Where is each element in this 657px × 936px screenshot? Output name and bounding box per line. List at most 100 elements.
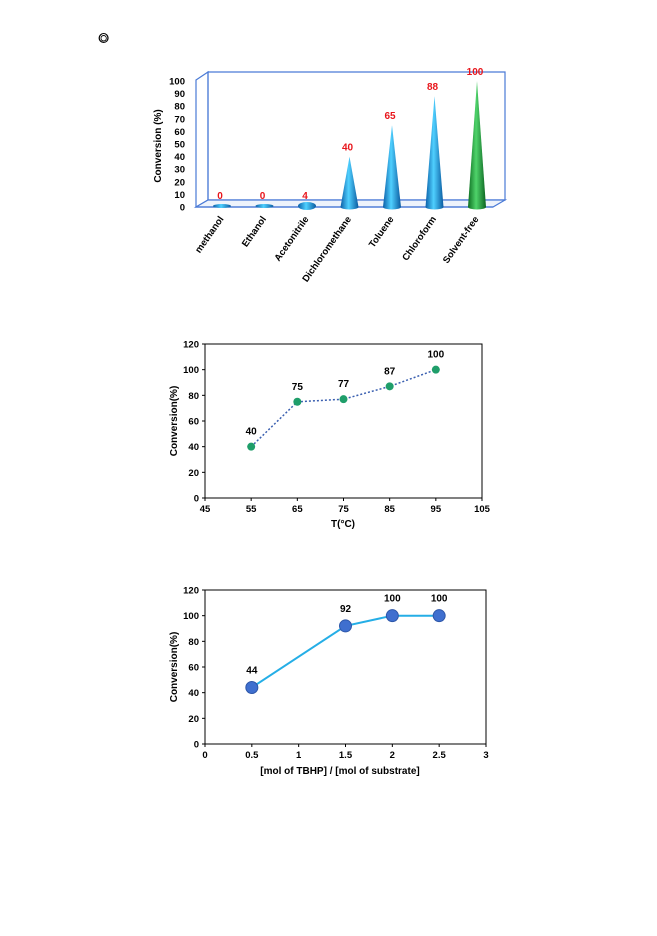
chart1-side-wall — [195, 70, 209, 209]
chart3-x-tick-label: 1.5 — [339, 750, 353, 761]
chart1-x-tick-label: Toluene — [367, 214, 396, 250]
chart1-cone-base — [425, 204, 444, 210]
chart2-data-point — [247, 442, 256, 451]
chart1-data-label: 100 — [467, 67, 484, 78]
chart2-y-tick-label: 40 — [188, 442, 199, 453]
chart1-x-tick-label: Solvent-free — [441, 214, 482, 265]
chart1-y-tick-label: 20 — [174, 177, 185, 188]
chart3-x-tick-label: 0 — [202, 750, 207, 761]
chart3-x-tick-label: 3 — [483, 750, 488, 761]
chart2-data-point — [431, 365, 440, 374]
chart1-y-tick-label: 60 — [174, 127, 185, 138]
chart1-y-tick-label: 80 — [174, 102, 185, 113]
chart1-y-tick-label: 0 — [180, 203, 185, 214]
chart1-cone — [383, 125, 401, 207]
chart1-cone — [468, 81, 486, 207]
chart1-x-tick-label: methanol — [193, 214, 226, 255]
chart1-y-tick-label: 50 — [174, 140, 185, 151]
chart1-y-axis-title: Conversion (%) — [153, 109, 164, 182]
temperature-line-chart: 0 20 40 60 80 100 120 45 55 65 75 85 95 105 40 75 77 87… — [169, 340, 491, 531]
chart3-y-tick-label: 40 — [188, 688, 199, 699]
chart1-cone — [340, 156, 359, 207]
chart1-cone-base — [340, 204, 359, 210]
chart2-x-tick-label: 95 — [431, 504, 442, 515]
chart3-y-ticks: 0 20 40 60 80 100 120 — [183, 586, 205, 751]
chart3-data-point — [432, 609, 446, 623]
chart1-cone-base — [468, 204, 486, 210]
chart2-data-point — [293, 397, 302, 406]
chart3-x-tick-label: 1 — [296, 750, 302, 761]
chart3-y-tick-label: 60 — [188, 663, 199, 674]
chart3-y-axis-title: Conversion(%) — [169, 632, 180, 703]
chart1-data-label: 0 — [217, 191, 223, 202]
chart2-data-point — [339, 395, 348, 404]
chart2-x-tick-label: 75 — [338, 504, 349, 515]
chart3-y-tick-label: 120 — [183, 586, 199, 597]
chart2-data-label: 77 — [338, 379, 350, 390]
chart1-x-ticks: methanol Ethanol AcetonitrileDichlorometha… — [193, 214, 481, 284]
chart3-y-tick-label: 80 — [188, 637, 199, 648]
chart3-x-tick-label: 2.5 — [433, 750, 447, 761]
chart1-data-labels: 0 0 4 40 65 88 100 — [217, 67, 484, 202]
chart3-y-tick-label: 100 — [183, 611, 199, 622]
chart1-back-wall — [207, 71, 506, 201]
chart1-y-tick-label: 90 — [174, 89, 185, 100]
chart2-x-tick-label: 45 — [200, 504, 211, 515]
chart1-cone — [213, 204, 231, 208]
chart2-y-tick-label: 100 — [183, 365, 199, 376]
chart1-y-tick-label: 70 — [174, 114, 185, 125]
chart1-data-label: 65 — [384, 111, 396, 122]
chart1-data-label: 0 — [260, 191, 266, 202]
chart1-y-tick-label: 30 — [174, 165, 185, 176]
chart3-x-tick-label: 0.5 — [245, 750, 259, 761]
chart3-data-point — [339, 619, 352, 633]
chart2-x-tick-label: 85 — [384, 504, 395, 515]
chart1-cone — [298, 201, 316, 211]
chart1-cone — [255, 204, 274, 208]
chart2-data-label: 87 — [384, 366, 396, 377]
chart2-data-labels: 40 75 77 87 100 — [246, 350, 445, 438]
chart2-data-label: 75 — [292, 382, 304, 393]
chart1-data-label: 4 — [302, 191, 308, 202]
chart2-y-tick-label: 0 — [194, 494, 199, 505]
chart3-x-ticks: 0 0.5 1 1.5 2 2.5 3 — [202, 744, 489, 761]
chart1-y-tick-label: 10 — [174, 190, 185, 201]
chart1-cone — [425, 96, 444, 207]
chart3-data-label: 92 — [340, 604, 352, 615]
chart3-data-point — [385, 609, 399, 623]
chart2-data-point — [385, 382, 394, 391]
header-symbol: ⭗ — [98, 31, 110, 47]
chart2-data-label: 40 — [246, 427, 258, 438]
chart2-y-ticks: 0 20 40 60 80 100 120 — [183, 340, 205, 505]
chart1-y-tick-label: 40 — [174, 152, 185, 163]
chart2-y-axis-title: Conversion(%) — [169, 386, 180, 457]
chart1-y-tick-label: 100 — [169, 77, 185, 88]
chart3-points — [245, 609, 446, 695]
chart2-y-tick-label: 20 — [188, 468, 199, 479]
chart1-x-tick-label: Ethanol — [240, 214, 269, 249]
chart2-points — [247, 365, 440, 451]
chart2-x-tick-label: 105 — [474, 504, 491, 515]
chart3-y-tick-label: 0 — [194, 740, 199, 751]
chart3-series-line — [251, 614, 440, 689]
chart2-x-tick-label: 65 — [292, 504, 303, 515]
chart2-y-tick-label: 60 — [188, 417, 199, 428]
tbhp-ratio-line-chart: 0 20 40 60 80 100 120 0 0.5 1 1.5 2 2.5 3 44 92 100 100… — [169, 586, 489, 778]
chart3-data-label: 44 — [246, 666, 258, 677]
chart2-x-ticks: 45 55 65 75 85 95 105 — [200, 498, 491, 515]
chart3-data-label: 100 — [431, 594, 448, 605]
chart2-y-tick-label: 80 — [188, 391, 199, 402]
chart3-data-label: 100 — [384, 594, 401, 605]
chart1-x-tick-label: Acetonitrile — [272, 214, 311, 263]
chart3-data-point — [245, 681, 259, 695]
chart3-data-labels: 44 92 100 100 — [246, 594, 448, 677]
chart1-data-label: 88 — [427, 82, 439, 93]
chart1-cones — [213, 81, 486, 211]
chart3-x-tick-label: 2 — [390, 750, 395, 761]
chart1-x-tick-label: Chloroform — [400, 214, 439, 263]
chart3-y-tick-label: 20 — [188, 714, 199, 725]
chart3-x-axis-title: [mol of TBHP] / [mol of substrate] — [260, 766, 419, 777]
chart2-y-tick-label: 120 — [183, 340, 199, 351]
